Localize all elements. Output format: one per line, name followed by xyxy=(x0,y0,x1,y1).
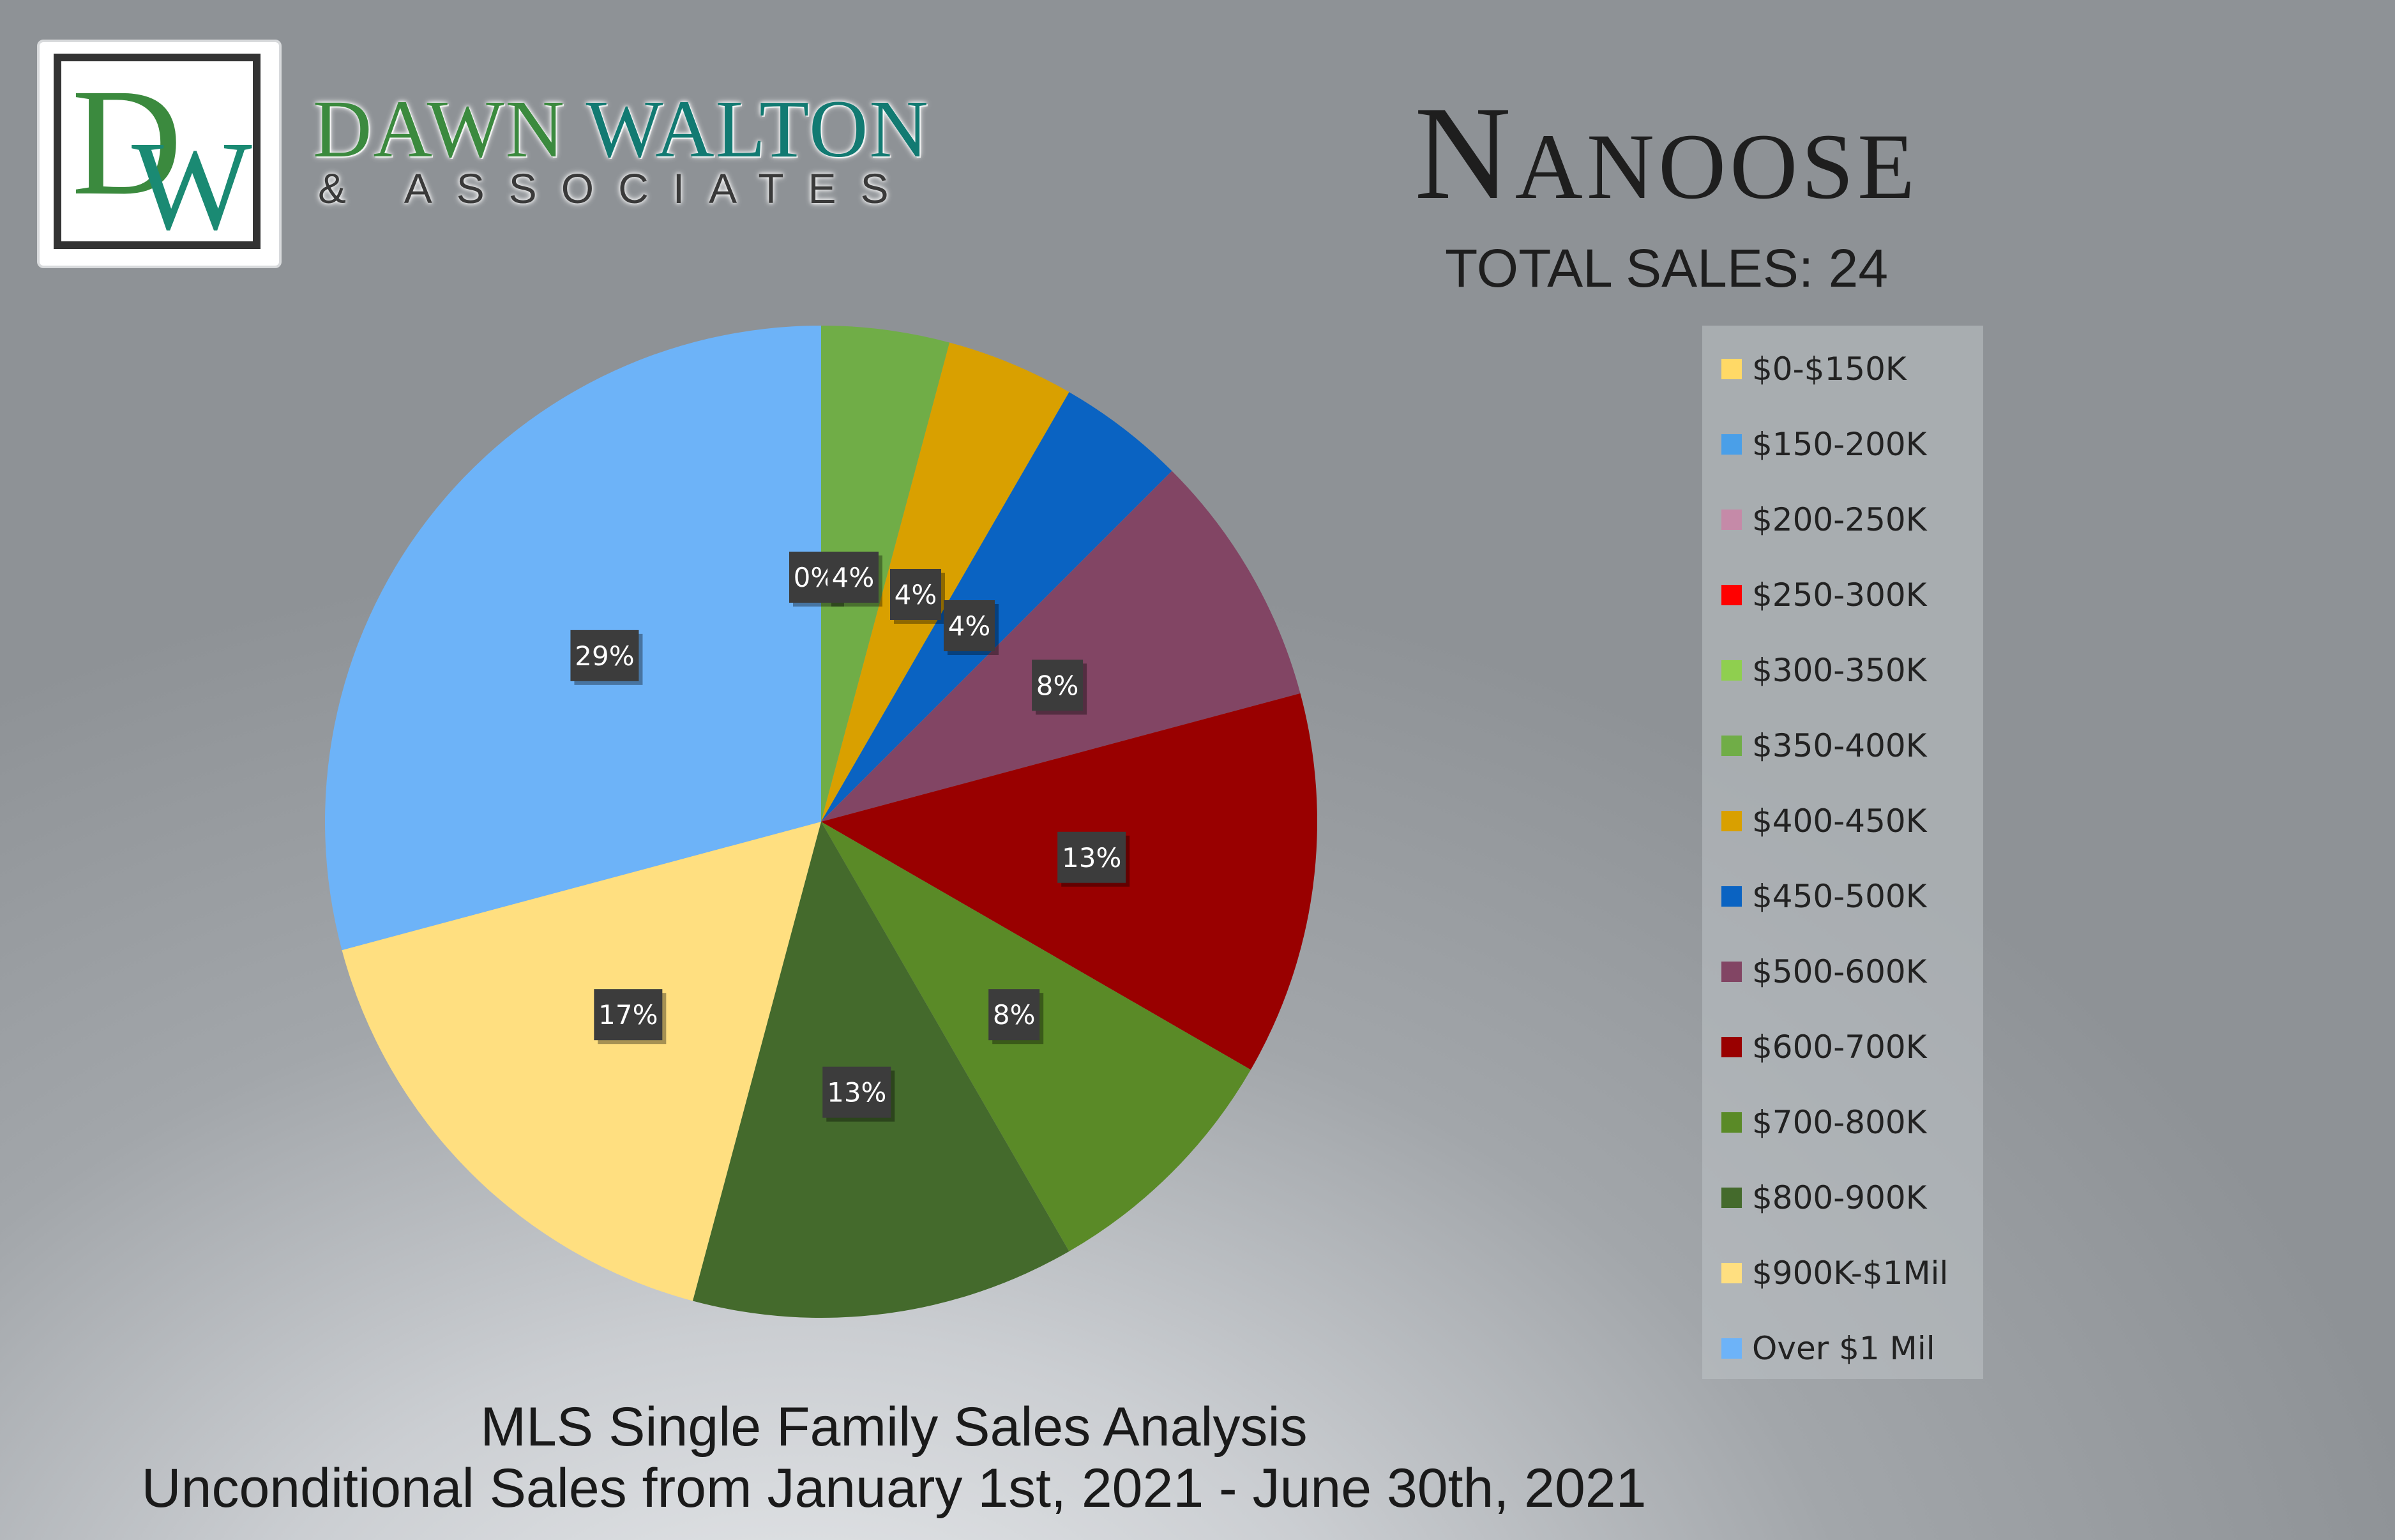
legend-swatch xyxy=(1721,736,1742,756)
svg-text:4%: 4% xyxy=(948,610,991,642)
svg-text:4%: 4% xyxy=(895,579,937,610)
svg-text:4%: 4% xyxy=(832,562,875,593)
svg-text:17%: 17% xyxy=(598,999,658,1030)
page-title: Nanoose xyxy=(1414,79,1919,227)
legend-label: $0-$150K xyxy=(1752,351,1907,388)
legend-item-500-600k: $500-600K xyxy=(1721,946,1927,997)
legend-item-350-400k: $350-400K xyxy=(1721,720,1927,771)
legend-label: $350-400K xyxy=(1752,727,1927,764)
legend-label: $800-900K xyxy=(1752,1179,1927,1216)
legend-item-700-800k: $700-800K xyxy=(1721,1097,1927,1148)
data-label-800-900k: 13% xyxy=(822,1066,895,1122)
pie-slice-500-600k xyxy=(821,471,1301,822)
legend-swatch xyxy=(1721,660,1742,681)
logo-letter-d: D xyxy=(72,57,183,227)
legend-swatch xyxy=(1721,962,1742,982)
pie-slice-900k-1mil xyxy=(342,822,821,1301)
legend-item-600-700k: $600-700K xyxy=(1721,1022,1927,1073)
legend-item-200-250k: $200-250K xyxy=(1721,494,1927,545)
svg-text:8%: 8% xyxy=(1036,670,1079,701)
data-label-700-800k: 8% xyxy=(988,989,1044,1045)
legend-swatch xyxy=(1721,585,1742,605)
data-label-600-700k: 13% xyxy=(1057,831,1130,887)
legend-swatch xyxy=(1721,811,1742,831)
brand-name-last: WALTON xyxy=(586,84,930,174)
legend-swatch xyxy=(1721,1188,1742,1208)
legend-label: $900K-$1Mil xyxy=(1752,1255,1949,1292)
legend-item-300-350k: $300-350K xyxy=(1721,645,1927,696)
brand-name-first: DAWN xyxy=(313,84,566,174)
legend-item-450-500k: $450-500K xyxy=(1721,871,1927,922)
legend-label: $300-350K xyxy=(1752,652,1927,689)
legend-item-250-300k: $250-300K xyxy=(1721,570,1927,621)
legend-label: $250-300K xyxy=(1752,577,1927,614)
legend-swatch xyxy=(1721,1112,1742,1133)
legend-label: $400-450K xyxy=(1752,803,1927,840)
brand-name: DAWN WALTON xyxy=(313,88,930,170)
legend-item-800-900k: $800-900K xyxy=(1721,1172,1927,1223)
legend-swatch xyxy=(1721,1037,1742,1057)
logo-monogram-frame: D W xyxy=(54,54,261,257)
brand-subtitle: & ASSOCIATES xyxy=(318,165,913,212)
legend-label: $700-800K xyxy=(1752,1104,1927,1141)
footer-date-range: Unconditional Sales from January 1st, 20… xyxy=(141,1458,1647,1519)
legend-swatch xyxy=(1721,359,1742,379)
svg-text:13%: 13% xyxy=(827,1077,886,1108)
legend-label: $150-200K xyxy=(1752,426,1927,463)
legend-label: Over $1 Mil xyxy=(1752,1330,1935,1367)
data-label-900k-1mil: 17% xyxy=(594,989,667,1045)
pie-slice-350-400k xyxy=(821,326,950,822)
svg-text:13%: 13% xyxy=(1062,842,1121,873)
data-label-500-600k: 8% xyxy=(1032,660,1087,715)
svg-text:29%: 29% xyxy=(575,640,634,672)
legend-item-0-150k: $0-$150K xyxy=(1721,343,1907,395)
data-label-350-400k: 4% xyxy=(827,552,882,607)
logo-letter-w: W xyxy=(132,116,252,257)
chart-legend: $0-$150K $150-200K $200-250K $250-300K $300-… xyxy=(1702,326,1983,1379)
legend-swatch xyxy=(1721,1263,1742,1283)
legend-label: $200-250K xyxy=(1752,501,1927,538)
footer-title: MLS Single Family Sales Analysis xyxy=(480,1396,1308,1458)
legend-swatch xyxy=(1721,1338,1742,1359)
legend-item-900k-1mil: $900K-$1Mil xyxy=(1721,1248,1948,1299)
legend-label: $600-700K xyxy=(1752,1029,1927,1066)
legend-item-over-1-mil: Over $1 Mil xyxy=(1721,1323,1935,1374)
data-label-over-1-mil: 29% xyxy=(570,630,643,685)
company-logo: D W xyxy=(37,40,282,268)
pie-slice-450-500k xyxy=(821,392,1172,822)
legend-swatch xyxy=(1721,510,1742,530)
legend-item-400-450k: $400-450K xyxy=(1721,796,1927,847)
pie-slice-400-450k xyxy=(821,342,1069,822)
data-label-400-450k: 4% xyxy=(890,569,945,624)
legend-swatch xyxy=(1721,886,1742,907)
data-label-450-500k: 4% xyxy=(944,600,999,655)
svg-text:8%: 8% xyxy=(993,999,1036,1030)
total-sales: TOTAL SALES: 24 xyxy=(1444,238,1889,298)
legend-swatch xyxy=(1721,434,1742,455)
legend-label: $500-600K xyxy=(1752,953,1927,990)
legend-label: $450-500K xyxy=(1752,878,1927,915)
legend-item-150-200k: $150-200K xyxy=(1721,419,1927,470)
